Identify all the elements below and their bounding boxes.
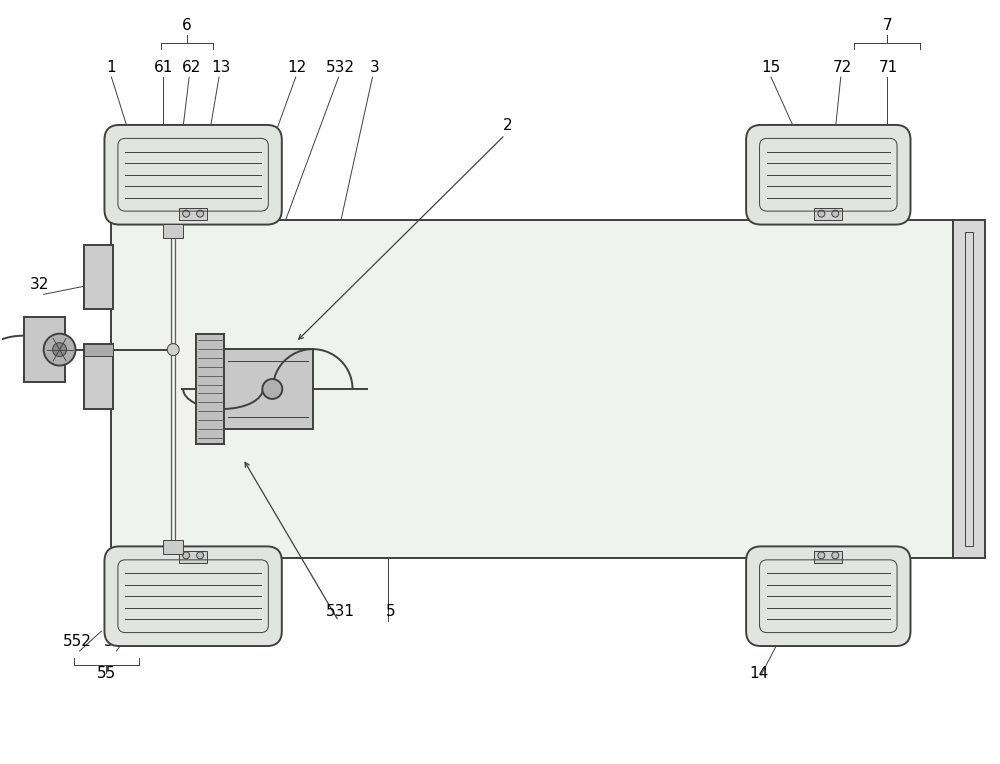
FancyBboxPatch shape (104, 125, 282, 225)
Bar (24, 317, 65, 382)
Bar (179, 208, 207, 219)
Circle shape (818, 210, 825, 217)
Text: 61: 61 (154, 60, 173, 75)
Circle shape (832, 552, 839, 558)
Bar (179, 552, 207, 563)
Bar (84, 344, 113, 356)
Text: 2: 2 (503, 118, 513, 133)
Text: 552: 552 (63, 634, 92, 649)
Bar (196, 334, 224, 444)
Text: 14: 14 (749, 666, 769, 681)
Circle shape (818, 552, 825, 558)
Text: 5: 5 (386, 604, 395, 619)
Circle shape (262, 379, 282, 399)
Circle shape (197, 552, 204, 558)
Text: 13: 13 (211, 60, 231, 75)
Bar (123, 231, 941, 546)
Circle shape (197, 210, 204, 217)
FancyBboxPatch shape (746, 546, 911, 646)
Bar (111, 219, 953, 558)
Text: 532: 532 (326, 60, 355, 75)
Circle shape (183, 552, 190, 558)
Bar (814, 208, 842, 219)
Bar (814, 552, 842, 563)
Bar (953, 219, 985, 558)
Bar (163, 540, 183, 555)
Text: 71: 71 (879, 60, 898, 75)
Circle shape (167, 344, 179, 355)
Text: 4: 4 (35, 343, 44, 358)
Text: 12: 12 (287, 60, 306, 75)
Text: 531: 531 (326, 604, 355, 619)
Text: 6: 6 (182, 18, 192, 34)
Text: 7: 7 (882, 18, 892, 34)
FancyBboxPatch shape (746, 125, 911, 225)
Text: 55: 55 (97, 666, 116, 681)
Bar (965, 231, 973, 546)
FancyBboxPatch shape (104, 546, 282, 646)
Text: 3: 3 (370, 60, 379, 75)
Text: 15: 15 (761, 60, 781, 75)
Bar (223, 349, 313, 429)
Text: 551: 551 (104, 634, 133, 649)
Circle shape (53, 342, 67, 357)
Circle shape (183, 210, 190, 217)
Circle shape (44, 334, 76, 365)
Bar (84, 244, 113, 309)
Circle shape (832, 210, 839, 217)
Text: 32: 32 (30, 277, 49, 293)
Bar (163, 224, 183, 238)
Bar (84, 344, 113, 409)
Text: 62: 62 (181, 60, 201, 75)
Text: 1: 1 (107, 60, 116, 75)
Text: 72: 72 (833, 60, 852, 75)
